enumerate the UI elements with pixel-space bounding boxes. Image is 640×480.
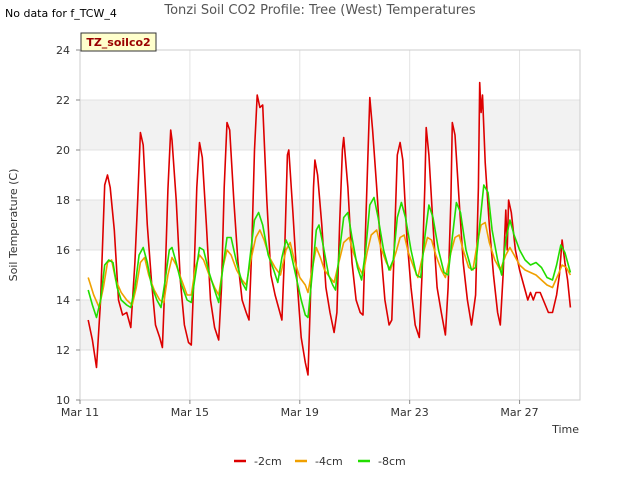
plot-band	[80, 200, 580, 250]
y-tick-label: 24	[56, 44, 70, 57]
plot-frame	[79, 49, 581, 401]
y-tick-label: 18	[56, 194, 70, 207]
station-label-box	[80, 32, 157, 52]
plot-band	[80, 100, 580, 150]
x-tick-label: Mar 27	[500, 406, 538, 419]
x-tick-label: Mar 23	[391, 406, 429, 419]
y-tick-label: 14	[56, 294, 70, 307]
station-label: TZ_soilco2	[86, 36, 150, 49]
legend-label: -8cm	[378, 455, 406, 468]
plot-band	[80, 50, 580, 100]
x-tick-label: Mar 11	[61, 406, 99, 419]
y-tick-label: 12	[56, 344, 70, 357]
y-axis-label: Soil Temperature (C)	[7, 169, 20, 282]
plot-band	[80, 150, 580, 200]
y-tick-label: 10	[56, 394, 70, 407]
y-tick-label: 20	[56, 144, 70, 157]
x-axis-label: Time	[551, 423, 579, 436]
series-line-minus-4cm	[87, 221, 572, 309]
plot-band	[80, 350, 580, 400]
chart-title: Tonzi Soil CO2 Profile: Tree (West) Temp…	[164, 3, 476, 18]
y-tick-label: 16	[56, 244, 70, 257]
series-line-minus-8cm	[87, 184, 572, 319]
legend-label: -4cm	[315, 455, 343, 468]
x-tick-label: Mar 15	[171, 406, 209, 419]
series-line-minus-2cm	[87, 81, 572, 376]
no-data-note: No data for f_TCW_4	[5, 7, 117, 20]
y-tick-label: 22	[56, 94, 70, 107]
legend-label: -2cm	[254, 455, 282, 468]
x-tick-label: Mar 19	[281, 406, 319, 419]
